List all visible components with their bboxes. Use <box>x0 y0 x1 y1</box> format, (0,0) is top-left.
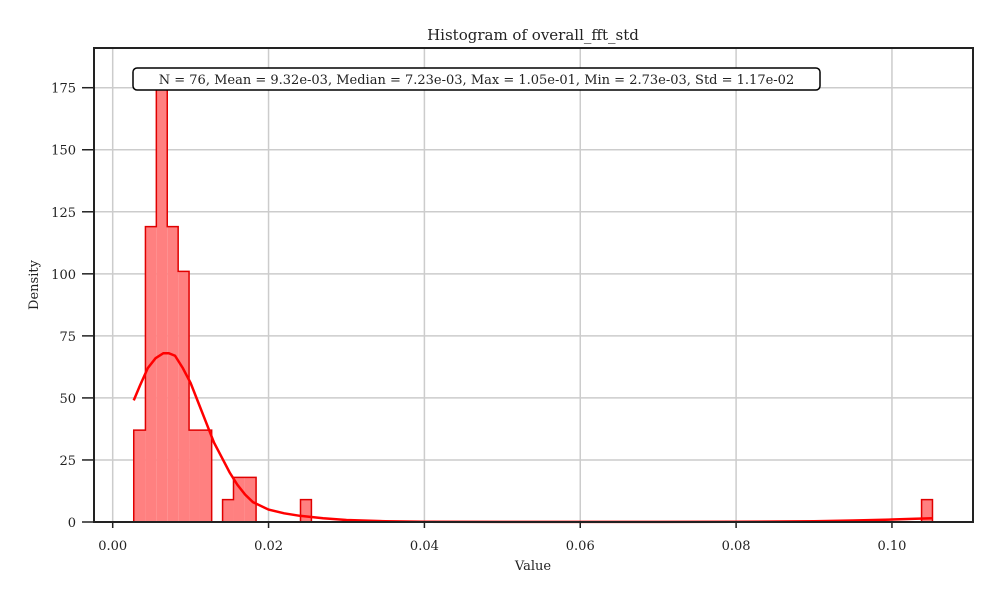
x-axis-label: Value <box>514 559 551 574</box>
y-tick-label: 150 <box>51 144 76 159</box>
histogram-bar <box>145 226 157 522</box>
x-tick-label: 0.08 <box>722 539 751 554</box>
histogram-bar <box>222 499 234 522</box>
y-tick-label: 75 <box>59 330 76 345</box>
y-tick-label: 25 <box>59 454 76 469</box>
histogram-outline <box>132 84 934 523</box>
stats-box-frame <box>132 67 821 91</box>
histogram-bar <box>133 430 146 522</box>
plot-frame <box>93 47 974 523</box>
grid-lines <box>94 48 973 523</box>
histogram-bar <box>300 499 312 522</box>
y-tick-label: 125 <box>51 206 76 221</box>
x-tick-label: 0.02 <box>254 539 283 554</box>
x-tick-label: 0.10 <box>877 539 906 554</box>
histogram-bar <box>178 271 190 522</box>
x-tick-label: 0.00 <box>98 539 127 554</box>
y-tick-label: 175 <box>51 82 76 97</box>
y-axis-ticks: 0 25 50 75 100 125 150 175 <box>51 82 94 531</box>
histogram-bar <box>167 226 179 522</box>
histogram-bars <box>132 84 934 523</box>
x-tick-label: 0.04 <box>410 539 439 554</box>
y-tick-label: 100 <box>51 268 76 283</box>
chart-title: Histogram of overall_fft_std <box>427 26 639 44</box>
y-tick-label: 50 <box>59 392 76 407</box>
histogram-bar <box>921 499 933 522</box>
x-tick-label: 0.06 <box>566 539 595 554</box>
y-axis-label: Density <box>27 259 42 310</box>
histogram-bar <box>199 430 212 522</box>
histogram-bar <box>189 430 200 522</box>
histogram-bar <box>233 477 245 522</box>
x-axis-ticks: 0.00 0.02 0.04 0.06 0.08 0.10 <box>98 522 906 554</box>
stats-box-text: N = 76, Mean = 9.32e-03, Median = 7.23e-… <box>159 73 794 88</box>
histogram-bar <box>156 85 168 522</box>
stats-box: N = 76, Mean = 9.32e-03, Median = 7.23e-… <box>132 67 821 91</box>
y-tick-label: 0 <box>68 516 76 531</box>
